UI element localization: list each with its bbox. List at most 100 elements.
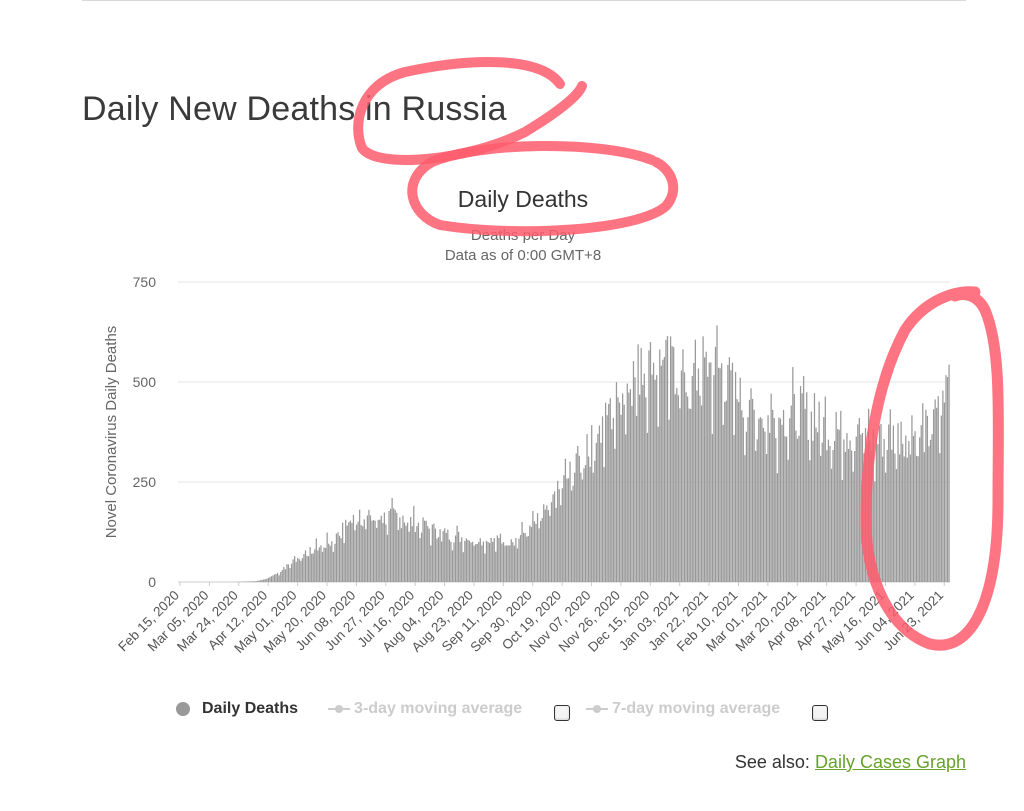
bar bbox=[557, 480, 559, 582]
bar bbox=[406, 522, 409, 582]
bar bbox=[663, 356, 666, 582]
bar bbox=[246, 581, 248, 582]
bar bbox=[377, 519, 379, 582]
bar bbox=[847, 448, 850, 582]
bar bbox=[721, 363, 723, 582]
bar bbox=[541, 518, 543, 582]
bar bbox=[803, 375, 805, 582]
bar bbox=[909, 454, 912, 582]
bar bbox=[526, 536, 528, 582]
bar bbox=[369, 515, 372, 582]
bar bbox=[940, 415, 942, 582]
legend-item-3-day-average[interactable]: 3-day moving average bbox=[328, 700, 522, 718]
bar bbox=[646, 432, 649, 582]
bar bbox=[451, 550, 454, 582]
see-also: See also: Daily Cases Graph bbox=[735, 752, 966, 773]
bar bbox=[267, 577, 269, 582]
bar bbox=[623, 404, 625, 582]
bar bbox=[518, 538, 520, 582]
bar bbox=[806, 392, 808, 582]
bar bbox=[324, 548, 327, 582]
bar bbox=[917, 456, 919, 582]
bar bbox=[699, 395, 701, 582]
checkbox-3-day-average[interactable] bbox=[554, 705, 571, 721]
bar bbox=[685, 392, 687, 582]
bar bbox=[651, 374, 653, 582]
bar bbox=[307, 556, 310, 582]
bar bbox=[365, 529, 367, 582]
bar bbox=[809, 460, 811, 582]
bar bbox=[468, 540, 471, 582]
bar bbox=[249, 581, 251, 582]
line-marker-icon bbox=[586, 702, 609, 716]
bar bbox=[538, 528, 540, 582]
bar bbox=[612, 417, 614, 582]
bar bbox=[499, 533, 502, 582]
bar bbox=[408, 531, 410, 582]
bar bbox=[789, 418, 791, 582]
bar bbox=[399, 517, 401, 582]
bar bbox=[550, 502, 553, 582]
bar bbox=[782, 409, 785, 582]
bar bbox=[462, 552, 464, 582]
checkbox-7-day-average[interactable] bbox=[812, 705, 829, 721]
chart-legend: Daily Deaths 3-day moving average 7-day … bbox=[176, 700, 844, 721]
bar bbox=[570, 490, 573, 582]
bar bbox=[634, 377, 636, 582]
bar bbox=[872, 429, 874, 582]
y-tick-labels: 0 250 500 750 bbox=[133, 274, 157, 590]
bar bbox=[594, 460, 596, 582]
bar bbox=[717, 367, 720, 582]
bar bbox=[779, 418, 782, 582]
bar bbox=[776, 473, 778, 582]
bar bbox=[850, 450, 853, 582]
bar bbox=[287, 564, 290, 582]
bar bbox=[671, 346, 673, 582]
bar bbox=[476, 543, 478, 582]
bar bbox=[931, 434, 933, 582]
bar bbox=[824, 396, 826, 582]
bar bbox=[858, 417, 860, 582]
bar bbox=[606, 415, 608, 582]
bar bbox=[642, 384, 644, 582]
bar bbox=[492, 541, 494, 582]
bar bbox=[487, 541, 489, 582]
bar bbox=[321, 551, 324, 582]
bar bbox=[400, 528, 403, 582]
bar bbox=[804, 408, 806, 582]
bar bbox=[767, 415, 769, 582]
bar bbox=[580, 472, 582, 582]
bar bbox=[301, 558, 304, 582]
bar bbox=[781, 424, 783, 582]
bar bbox=[772, 409, 774, 582]
bar bbox=[312, 553, 314, 582]
bar bbox=[371, 520, 373, 582]
legend-item-7-day-average[interactable]: 7-day moving average bbox=[586, 700, 780, 718]
bar bbox=[379, 519, 381, 582]
bar bbox=[770, 393, 772, 582]
bar bbox=[323, 547, 325, 582]
bar bbox=[397, 530, 399, 582]
bar bbox=[416, 526, 418, 582]
bar bbox=[433, 523, 435, 582]
bar bbox=[652, 362, 655, 582]
bar bbox=[417, 522, 420, 582]
legend-item-daily-deaths[interactable]: Daily Deaths bbox=[176, 700, 298, 718]
bar bbox=[343, 543, 345, 582]
bar bbox=[852, 471, 854, 582]
bar bbox=[903, 456, 905, 582]
bar bbox=[679, 408, 681, 582]
bar bbox=[519, 535, 522, 582]
bar bbox=[464, 540, 466, 582]
bar bbox=[622, 393, 624, 582]
bar bbox=[340, 538, 342, 582]
bar bbox=[778, 417, 780, 582]
bar bbox=[389, 508, 392, 582]
bar bbox=[583, 468, 585, 582]
bar bbox=[730, 370, 732, 582]
bar bbox=[272, 575, 274, 582]
daily-cases-graph-link[interactable]: Daily Cases Graph bbox=[814, 752, 966, 772]
bar bbox=[275, 573, 277, 582]
bar bbox=[742, 417, 744, 582]
